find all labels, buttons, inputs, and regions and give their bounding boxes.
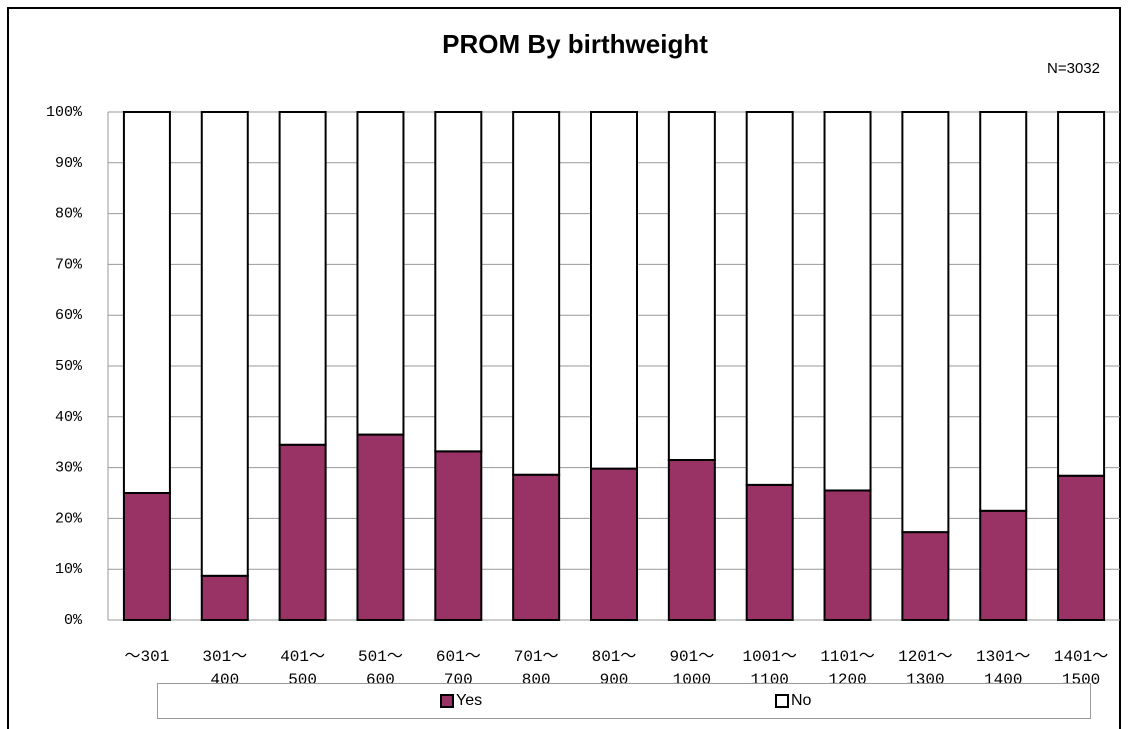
bar-segment — [979, 111, 1028, 512]
y-tick-label: 20% — [55, 510, 83, 527]
bar-segment — [434, 111, 483, 453]
y-tick-label: 100% — [46, 104, 83, 121]
bar-segment — [590, 111, 638, 470]
bar-segment — [278, 443, 327, 621]
legend-swatch — [775, 694, 789, 708]
bar-segment — [122, 111, 171, 494]
bar-segment — [356, 433, 405, 621]
bar-segment — [667, 458, 716, 622]
bar-segment — [823, 111, 872, 492]
bar-segment — [667, 111, 716, 461]
legend-item: No — [775, 692, 811, 710]
bar-segment — [200, 574, 249, 622]
legend-item: Yes — [440, 692, 482, 710]
y-tick-label: 60% — [55, 307, 83, 324]
bar-segment — [823, 489, 872, 621]
x-tick-label: ～301 — [124, 648, 170, 666]
bar-segment — [512, 111, 561, 476]
bar-segment — [901, 111, 950, 534]
chart-frame — [7, 7, 1121, 729]
y-tick-label: 50% — [55, 358, 83, 375]
bar-segment — [901, 531, 950, 622]
legend-swatch — [440, 694, 454, 708]
chart-title: PROM By birthweight — [442, 29, 708, 59]
bar-segment — [1057, 111, 1106, 477]
y-tick-label: 90% — [55, 155, 83, 172]
y-tick-label: 80% — [55, 206, 83, 223]
y-tick-label: 30% — [55, 460, 83, 477]
bar-segment — [1057, 474, 1106, 621]
bar-segment — [745, 483, 794, 622]
y-tick-label: 70% — [55, 256, 83, 273]
y-tick-label: 0% — [64, 612, 83, 629]
legend-label: No — [791, 692, 812, 709]
bar-segment — [278, 111, 327, 446]
bar-segment — [200, 111, 249, 577]
y-tick-label: 40% — [55, 409, 83, 426]
bar-segment — [122, 492, 171, 621]
bar-segment — [356, 111, 405, 436]
legend: Yes No — [157, 683, 1091, 719]
bar-segment — [512, 473, 561, 621]
bar-segment — [590, 467, 638, 621]
y-tick-label: 10% — [55, 561, 83, 578]
bar-segment — [434, 450, 483, 621]
bar-segment — [979, 509, 1028, 621]
chart-subtitle: N=3032 — [1047, 60, 1100, 77]
legend-label: Yes — [456, 692, 483, 709]
bar-segment — [745, 111, 794, 486]
